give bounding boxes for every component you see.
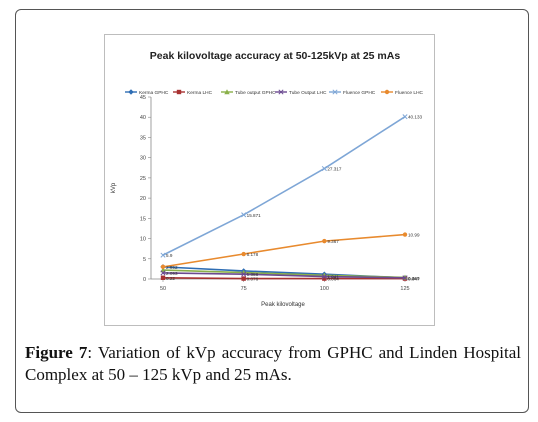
data-label: 1.388 [247, 272, 259, 277]
data-label: 6.178 [247, 252, 259, 257]
chart-panel: Peak kilovoltage accuracy at 50-125kVp a… [104, 34, 435, 326]
y-tick-label: 0 [143, 277, 146, 283]
data-label: 27.317 [327, 167, 341, 172]
y-tick-label: 15 [140, 216, 146, 222]
series-tube-output-lhc: 2.093 1.388 1.041 0.369 [160, 270, 420, 281]
figure-label: Figure 7 [25, 343, 88, 362]
data-label: 5.9 [166, 253, 173, 258]
data-label: 10.99 [408, 233, 420, 238]
figure-caption-text: : Variation of kVp accuracy from GPHC an… [25, 343, 521, 384]
data-point [321, 274, 327, 280]
legend-label: Tube Output LHC [289, 90, 327, 96]
legend-marker [224, 89, 230, 95]
legend-label: Kerma GPHC [139, 90, 169, 96]
series-fluence-gphc: 5.9 15.871 27.317 40.133 [160, 114, 422, 258]
chart-title: Peak kilovoltage accuracy at 50-125kVp a… [150, 50, 401, 62]
data-point [160, 275, 166, 280]
data-point [402, 275, 408, 281]
data-label: 0.076 [247, 277, 259, 282]
x-tick-label: 100 [320, 286, 329, 292]
data-point [322, 238, 327, 244]
x-axis-ticks: 50 75 100 125 [160, 279, 410, 292]
y-tick-label: 30 [140, 156, 146, 162]
legend-label: Tube output GPHC [235, 90, 276, 96]
series-line [162, 272, 406, 279]
y-tick-label: 10 [140, 237, 146, 243]
y-tick-label: 40 [140, 115, 146, 121]
data-point [321, 165, 327, 172]
legend-marker [128, 89, 134, 95]
legend-marker [384, 89, 390, 95]
data-label: 0.047 [408, 277, 420, 282]
data-label: 0.064 [327, 277, 339, 282]
y-tick-label: 5 [143, 257, 146, 263]
data-label: 9.367 [327, 239, 339, 244]
data-label: 2.892 [166, 265, 178, 270]
x-tick-label: 125 [400, 286, 409, 292]
legend-marker [176, 89, 182, 95]
figure-caption: Figure 7: Variation of kVp accuracy from… [25, 342, 521, 386]
y-axis-ticks: 0 5 10 15 20 25 30 35 40 45 [140, 95, 151, 283]
data-point [402, 114, 408, 120]
data-point [241, 251, 246, 257]
data-point [402, 232, 408, 237]
legend-label: Kerma LHC [187, 90, 213, 96]
data-label: 0.22 [166, 276, 175, 281]
data-label: 15.871 [247, 213, 261, 218]
data-point [160, 252, 166, 258]
data-label: 0.369 [408, 276, 420, 281]
data-point [322, 276, 327, 281]
series-fluence-lhc: 2.892 6.178 9.367 10.99 [160, 232, 420, 270]
x-axis-label: Peak kilovoltage [261, 302, 305, 308]
legend-marker [332, 89, 338, 95]
figure-frame [15, 9, 529, 413]
chart-legend: Kerma GPHC Kerma LHC Tube output GPHC Tube … [125, 89, 424, 96]
data-point [241, 271, 247, 277]
y-tick-label: 45 [140, 95, 146, 101]
line-chart: Peak kilovoltage accuracy at 50-125kVp a… [111, 50, 424, 308]
data-label: 2.093 [166, 271, 178, 276]
data-label: 1.041 [327, 275, 339, 280]
x-tick-label: 50 [160, 286, 166, 292]
data-point [241, 212, 247, 218]
data-label: 40.133 [408, 115, 422, 120]
legend-marker [278, 89, 284, 95]
series-line [162, 116, 406, 256]
y-tick-label: 25 [140, 176, 146, 182]
series-line [162, 269, 406, 279]
y-tick-label: 35 [140, 135, 146, 141]
legend-label: Fluence GPHC [343, 90, 376, 96]
data-point [160, 270, 166, 276]
series-line [162, 233, 406, 268]
data-point [160, 264, 166, 270]
series-layer: 0.22 0.076 0.064 0.047 2.093 1.388 1.041 0.369 5… [160, 114, 422, 282]
series-line [162, 276, 405, 280]
legend-label: Fluence LHC [395, 90, 424, 96]
y-tick-label: 20 [140, 196, 146, 202]
x-tick-label: 75 [241, 286, 247, 292]
data-point [241, 276, 246, 281]
y-axis-label: kVp [111, 182, 117, 193]
